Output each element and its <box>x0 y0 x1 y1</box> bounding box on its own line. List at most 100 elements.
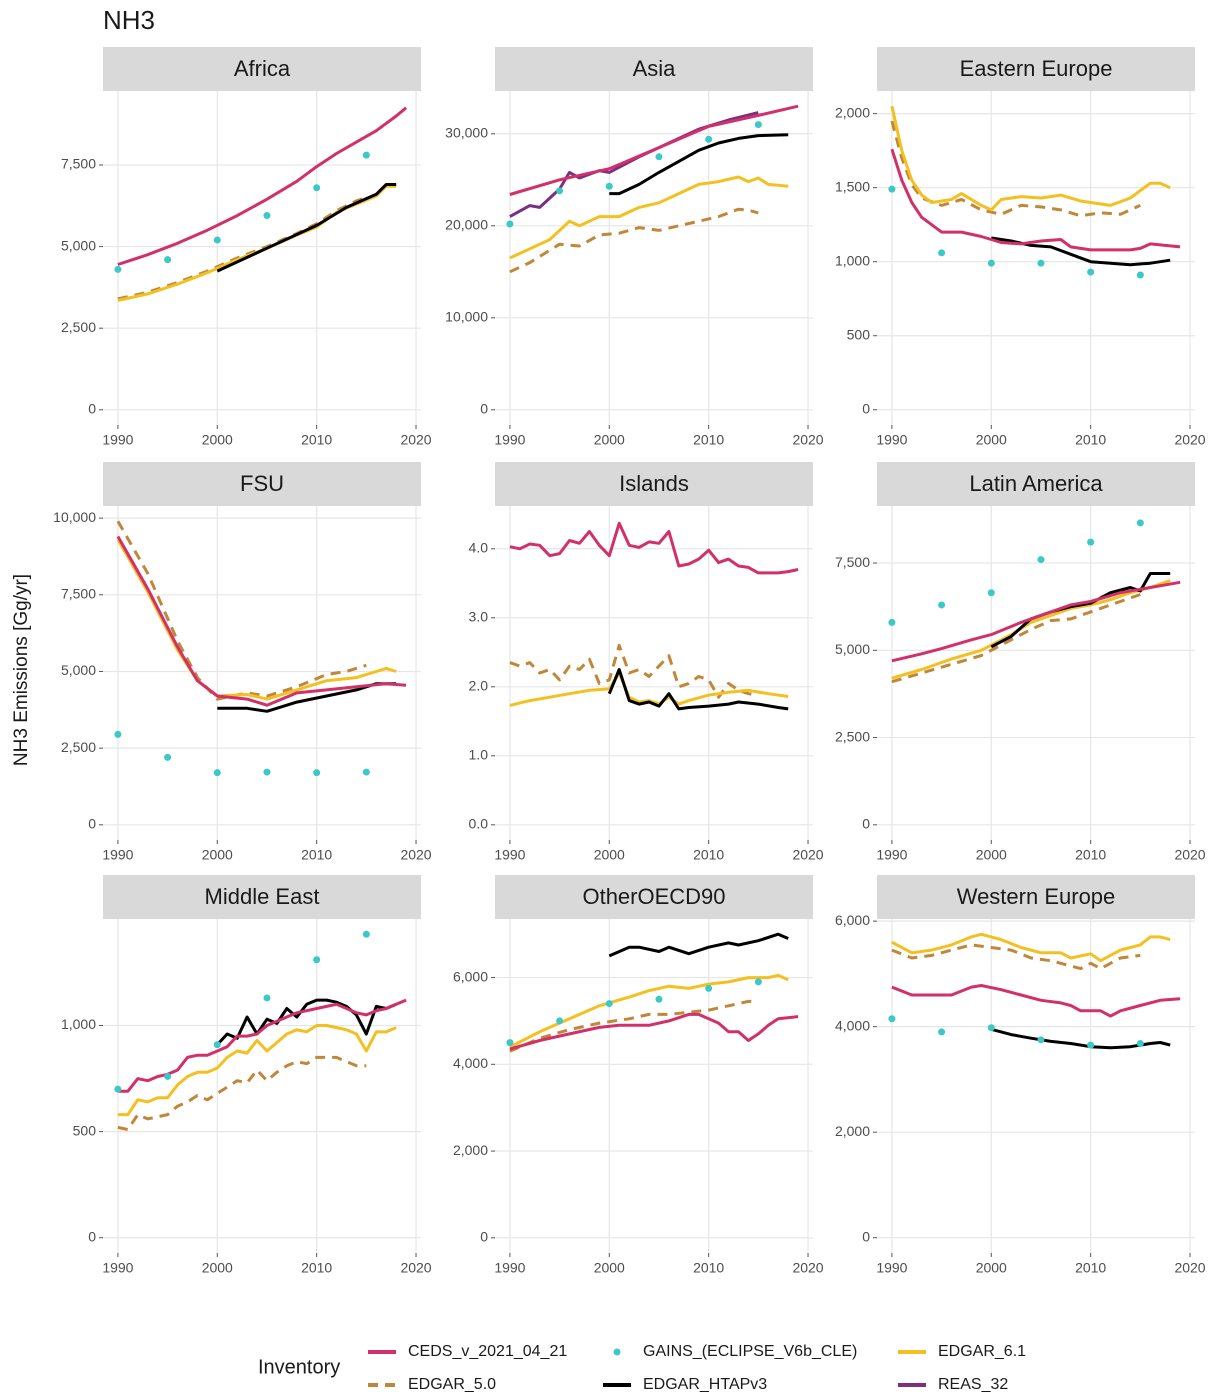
data-point <box>263 994 271 1002</box>
x-tick-label: 2000 <box>976 847 1007 863</box>
y-tick-label: 500 <box>73 1122 97 1138</box>
data-point <box>362 930 370 938</box>
y-tick-label: 20,000 <box>445 216 488 232</box>
data-point <box>114 265 122 273</box>
series-line <box>116 520 367 701</box>
y-tick-label: 6,000 <box>453 968 488 984</box>
y-tick-label: 2,000 <box>453 1142 488 1158</box>
y-tick-label: 2,500 <box>61 319 96 335</box>
y-tick-label: 10,000 <box>445 309 488 325</box>
legend-title: Inventory <box>258 1356 340 1378</box>
x-tick-label: 2010 <box>693 1260 724 1276</box>
x-tick-label: 2010 <box>1075 847 1106 863</box>
y-tick-label: 0 <box>88 1228 96 1244</box>
data-point <box>263 768 271 776</box>
data-point <box>605 182 613 190</box>
series-line <box>117 1055 367 1131</box>
panel-title: Asia <box>633 56 677 81</box>
data-point <box>556 1017 564 1025</box>
y-tick-label: 30,000 <box>445 124 488 140</box>
data-point <box>164 753 172 761</box>
legend-label: EDGAR_5.0 <box>408 1376 496 1393</box>
y-tick-label: 0 <box>88 401 96 417</box>
data-point <box>213 236 221 244</box>
legend-label: EDGAR_HTAPv3 <box>643 1376 767 1393</box>
data-point <box>313 184 321 192</box>
data-point <box>313 769 321 777</box>
x-tick-label: 2010 <box>1075 1260 1106 1276</box>
x-tick-label: 2010 <box>693 847 724 863</box>
y-tick-label: 7,500 <box>835 554 870 570</box>
x-tick-label: 1990 <box>876 847 907 863</box>
x-tick-label: 2020 <box>792 847 823 863</box>
series-line <box>509 999 759 1053</box>
x-tick-label: 2000 <box>202 847 233 863</box>
data-point <box>987 589 995 597</box>
panel: Latin America 0 2,500 5,000 7,500 1990 2000 201… <box>835 462 1206 863</box>
series-line <box>116 538 397 701</box>
strip <box>877 875 1195 919</box>
x-tick-label: 1990 <box>102 847 133 863</box>
series-line <box>117 1024 397 1117</box>
y-tick-label: 1,500 <box>835 178 870 194</box>
legend-label: REAS_32 <box>938 1376 1008 1393</box>
y-tick-label: 2,000 <box>835 1123 870 1139</box>
panel: Islands 0.0 1.0 2.0 3.0 4.0 1990 2000 2010 2020 <box>469 462 824 863</box>
panel: FSU 0 2,500 5,000 7,500 10,000 1990 2000 2010 202… <box>53 462 432 863</box>
y-tick-label: 5,000 <box>61 237 96 253</box>
chart-title: NH3 <box>103 5 155 35</box>
x-tick-label: 2020 <box>400 1260 431 1276</box>
y-tick-label: 1,000 <box>61 1016 96 1032</box>
x-tick-label: 2000 <box>202 1260 233 1276</box>
x-tick-label: 1990 <box>102 1260 133 1276</box>
x-tick-label: 1990 <box>876 1260 907 1276</box>
series-line <box>509 1012 799 1051</box>
x-tick-label: 2000 <box>202 432 233 448</box>
series-line <box>509 643 759 699</box>
x-tick-label: 2000 <box>976 1260 1007 1276</box>
series-line <box>890 120 1141 218</box>
series-line <box>990 572 1171 649</box>
x-tick-label: 1990 <box>494 847 525 863</box>
data-point <box>263 212 271 220</box>
data-point <box>1136 519 1144 527</box>
data-point <box>1136 1040 1144 1048</box>
data-point <box>164 1072 172 1080</box>
series-line <box>891 943 1141 971</box>
data-point <box>655 995 663 1003</box>
data-point <box>1037 556 1045 564</box>
panel: OtherOECD90 0 2,000 4,000 6,000 1990 2000 2010 2… <box>453 875 824 1276</box>
data-point <box>506 1039 514 1047</box>
data-point <box>938 249 946 257</box>
series-line <box>891 932 1171 963</box>
x-tick-label: 2020 <box>1174 847 1205 863</box>
y-tick-label: 0 <box>88 816 96 832</box>
data-point <box>506 220 514 228</box>
strip <box>495 875 813 919</box>
data-point <box>938 1028 946 1036</box>
series-line <box>891 593 1141 684</box>
strip <box>495 462 813 506</box>
series-line <box>891 984 1181 1018</box>
series-line <box>890 148 1181 252</box>
data-point <box>362 151 370 159</box>
panel-title: FSU <box>240 471 284 496</box>
data-point <box>1087 538 1095 546</box>
data-point <box>362 768 370 776</box>
y-tick-label: 6,000 <box>835 912 870 928</box>
data-point <box>754 121 762 129</box>
data-point <box>556 187 564 195</box>
legend-label: CEDS_v_2021_04_21 <box>408 1343 567 1360</box>
panel-title: OtherOECD90 <box>582 884 725 909</box>
legend: CEDS_v_2021_04_21 EDGAR_5.0 GAINS_(ECLIPSE… <box>368 1343 1026 1393</box>
strip <box>103 875 421 919</box>
y-tick-label: 0 <box>862 1228 870 1244</box>
y-tick-label: 4,000 <box>835 1017 870 1033</box>
data-point <box>213 769 221 777</box>
x-tick-label: 2000 <box>594 1260 625 1276</box>
x-tick-label: 2010 <box>301 847 332 863</box>
y-axis-label: NH3 Emissions [Gg/yr] <box>11 574 32 766</box>
x-tick-label: 2000 <box>976 432 1007 448</box>
data-point <box>1087 1041 1095 1049</box>
